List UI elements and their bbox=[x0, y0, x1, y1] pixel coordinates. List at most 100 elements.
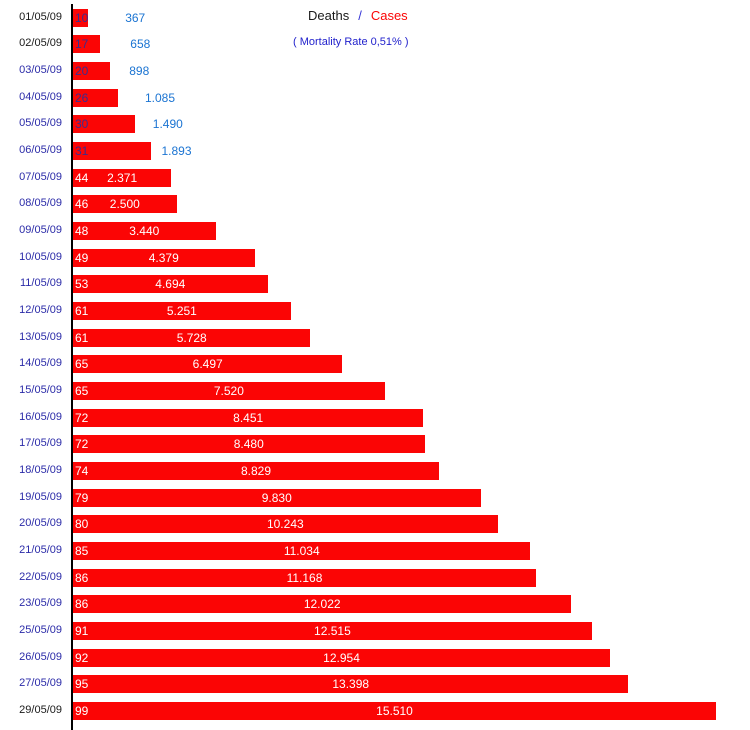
cases-bar: 17 bbox=[73, 35, 101, 54]
chart-legend: Deaths / Cases bbox=[308, 8, 408, 23]
deaths-value-label: 79 bbox=[75, 490, 89, 505]
cases-bar: 48 3.440 bbox=[73, 221, 216, 240]
cases-bar: 86 12.022 bbox=[73, 595, 572, 614]
chart-row: 22/05/09 86 11.168 bbox=[0, 568, 750, 587]
cases-bar: 95 13.398 bbox=[73, 675, 629, 694]
date-label: 21/05/09 bbox=[19, 543, 62, 556]
cases-bar: 99 15.510 bbox=[73, 701, 716, 720]
y-axis-line bbox=[71, 4, 73, 730]
mortality-rate-note: ( Mortality Rate 0,51% ) bbox=[293, 36, 409, 48]
deaths-value-label: 86 bbox=[75, 597, 89, 612]
deaths-value-label: 30 bbox=[75, 117, 89, 132]
date-label: 23/05/09 bbox=[19, 597, 62, 610]
cases-value-label: 4.379 bbox=[148, 250, 179, 265]
cases-bar: 65 6.497 bbox=[73, 355, 343, 374]
date-label: 29/05/09 bbox=[19, 703, 62, 716]
chart-row: 25/05/09 91 12.515 bbox=[0, 621, 750, 640]
cases-bar: 46 2.500 bbox=[73, 195, 177, 214]
cases-bar: 72 8.480 bbox=[73, 435, 425, 454]
cases-bar: 85 11.034 bbox=[73, 541, 531, 560]
cases-bar: 86 11.168 bbox=[73, 568, 536, 587]
chart-row: 13/05/09 61 5.728 bbox=[0, 328, 750, 347]
cases-value-label: 5.728 bbox=[176, 330, 207, 345]
date-label: 09/05/09 bbox=[19, 223, 62, 236]
deaths-value-label: 86 bbox=[75, 570, 89, 585]
deaths-value-label: 48 bbox=[75, 223, 89, 238]
deaths-value-label: 65 bbox=[75, 357, 89, 372]
chart-row: 17/05/09 72 8.480 bbox=[0, 435, 750, 454]
cases-bar: 79 9.830 bbox=[73, 488, 481, 507]
deaths-value-label: 99 bbox=[75, 703, 89, 718]
date-label: 01/05/09 bbox=[19, 10, 62, 23]
chart-row: 15/05/09 65 7.520 bbox=[0, 381, 750, 400]
cases-bar: 91 12.515 bbox=[73, 621, 592, 640]
deaths-value-label: 92 bbox=[75, 650, 89, 665]
date-label: 26/05/09 bbox=[19, 650, 62, 663]
date-label: 15/05/09 bbox=[19, 383, 62, 396]
cases-value-label: 1.893 bbox=[161, 143, 192, 158]
cases-value-label: 2.371 bbox=[107, 170, 138, 185]
date-label: 03/05/09 bbox=[19, 63, 62, 76]
cases-bar: 72 8.451 bbox=[73, 408, 424, 427]
deaths-value-label: 46 bbox=[75, 197, 89, 212]
legend-separator: / bbox=[358, 8, 362, 23]
deaths-value-label: 72 bbox=[75, 410, 89, 425]
chart-row: 21/05/09 85 11.034 bbox=[0, 541, 750, 560]
chart-row: 07/05/09 44 2.371 bbox=[0, 168, 750, 187]
cases-value-label: 12.515 bbox=[314, 623, 351, 638]
deaths-value-label: 65 bbox=[75, 383, 89, 398]
cases-bar: 61 5.728 bbox=[73, 328, 311, 347]
date-label: 14/05/09 bbox=[19, 357, 62, 370]
deaths-value-label: 61 bbox=[75, 303, 89, 318]
cases-bar: 92 12.954 bbox=[73, 648, 611, 667]
chart-row: 12/05/09 61 5.251 bbox=[0, 301, 750, 320]
date-label: 16/05/09 bbox=[19, 410, 62, 423]
deaths-value-label: 10 bbox=[75, 10, 89, 25]
date-label: 17/05/09 bbox=[19, 437, 62, 450]
chart-row: 23/05/09 86 12.022 bbox=[0, 595, 750, 614]
cases-value-label: 6.497 bbox=[192, 357, 223, 372]
date-label: 07/05/09 bbox=[19, 170, 62, 183]
cases-value-label: 8.829 bbox=[240, 463, 272, 478]
cases-bar: 44 2.371 bbox=[73, 168, 172, 187]
chart-row: 06/05/09 1.893 31 bbox=[0, 141, 750, 160]
deaths-value-label: 49 bbox=[75, 250, 89, 265]
date-label: 12/05/09 bbox=[19, 303, 62, 316]
date-label: 10/05/09 bbox=[19, 250, 62, 263]
cases-value-label: 3.440 bbox=[129, 223, 160, 238]
cases-bar: 80 10.243 bbox=[73, 515, 498, 534]
date-label: 22/05/09 bbox=[19, 570, 62, 583]
cases-value-label: 7.520 bbox=[213, 383, 244, 398]
deaths-value-label: 53 bbox=[75, 277, 89, 292]
date-label: 11/05/09 bbox=[19, 277, 62, 290]
date-label: 04/05/09 bbox=[19, 90, 62, 103]
deaths-value-label: 95 bbox=[75, 677, 89, 692]
deaths-value-label: 85 bbox=[75, 543, 89, 558]
cases-value-label: 12.954 bbox=[323, 650, 360, 665]
cases-value-label: 4.694 bbox=[155, 277, 186, 292]
deaths-value-label: 80 bbox=[75, 517, 89, 532]
deaths-value-label: 26 bbox=[75, 90, 89, 105]
date-label: 05/05/09 bbox=[19, 117, 62, 130]
legend-deaths-label: Deaths bbox=[308, 8, 350, 23]
cases-value-label: 8.451 bbox=[233, 410, 264, 425]
chart-row: 14/05/09 65 6.497 bbox=[0, 355, 750, 374]
cases-value-label: 11.034 bbox=[283, 543, 320, 558]
cases-value-label: 658 bbox=[130, 37, 151, 52]
chart-row: 29/05/09 99 15.510 bbox=[0, 701, 750, 720]
cases-bar: 26 bbox=[73, 88, 118, 107]
cases-bar: 20 bbox=[73, 61, 111, 80]
chart-row: 03/05/09 898 20 bbox=[0, 61, 750, 80]
chart-row: 27/05/09 95 13.398 bbox=[0, 675, 750, 694]
date-label: 18/05/09 bbox=[19, 463, 62, 476]
cases-bar: 49 4.379 bbox=[73, 248, 255, 267]
chart-row: 01/05/09 367 10 bbox=[0, 8, 750, 27]
date-label: 06/05/09 bbox=[19, 143, 62, 156]
cases-value-label: 13.398 bbox=[332, 677, 370, 692]
chart-row: 26/05/09 92 12.954 bbox=[0, 648, 750, 667]
chart-row: 09/05/09 48 3.440 bbox=[0, 221, 750, 240]
cases-bar: 61 5.251 bbox=[73, 301, 291, 320]
cases-value-label: 10.243 bbox=[266, 517, 304, 532]
deaths-value-label: 61 bbox=[75, 330, 89, 345]
